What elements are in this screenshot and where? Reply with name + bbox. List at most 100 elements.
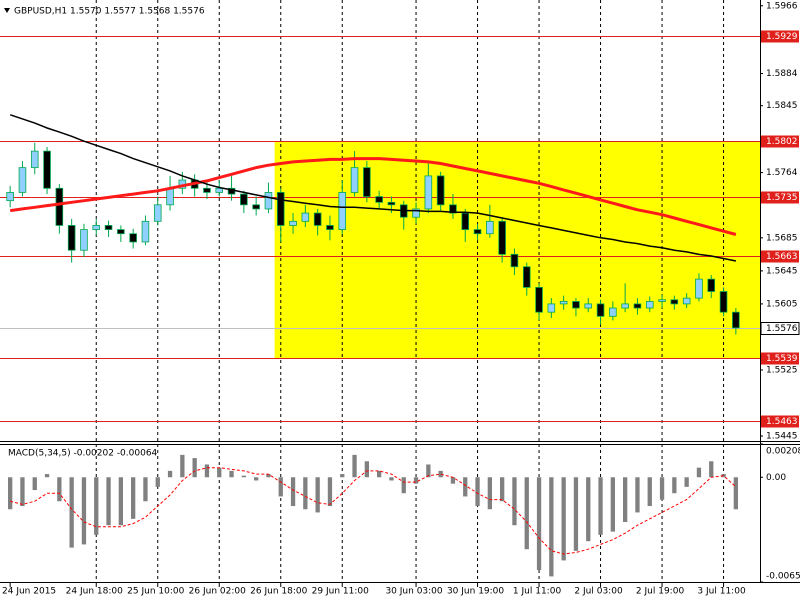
macd-bar <box>426 464 431 478</box>
macd-bar <box>389 477 394 481</box>
candle-body <box>682 297 691 305</box>
candle-body <box>350 167 359 193</box>
candle-body <box>375 196 383 203</box>
macd-bar <box>20 477 25 507</box>
macd-bar <box>635 477 640 513</box>
candle-body <box>166 187 174 206</box>
zone-layer <box>274 141 760 359</box>
macd-bar <box>696 467 702 478</box>
x-tick-label: 25 Jun 10:00 <box>127 587 184 597</box>
macd-bar <box>450 477 456 484</box>
macd-bar <box>143 477 148 502</box>
macd-bar <box>524 477 529 550</box>
macd-bar <box>118 477 124 526</box>
candle-body <box>596 303 605 317</box>
macd-bar <box>229 470 234 478</box>
current-price-bg <box>760 322 800 335</box>
macd-bar <box>659 477 665 500</box>
x-tick-label: 26 Jun 18:00 <box>250 587 307 597</box>
macd-bar <box>94 477 99 535</box>
candle-body <box>424 175 433 210</box>
macd-bar <box>130 477 136 519</box>
candle-body <box>498 220 506 255</box>
candle-body <box>240 193 248 206</box>
y-tick-label: 1.5966 <box>766 1 798 11</box>
y-tick-label: 0.00208 <box>766 447 800 457</box>
x-tick-label: 24 Jun 2015 <box>2 587 56 597</box>
level-label: 1.5929 <box>766 32 798 42</box>
y-tick-label: 1.5884 <box>766 69 798 79</box>
candle-body <box>6 192 14 202</box>
x-tick-label: 29 Jun 11:00 <box>312 587 369 597</box>
candle-body <box>559 301 568 305</box>
candle-body <box>584 303 593 309</box>
macd-bar <box>536 477 542 571</box>
level-label: 1.5463 <box>766 417 798 427</box>
candle-body <box>609 307 617 317</box>
macd-bar <box>622 477 628 523</box>
candle-body <box>732 311 740 329</box>
indicator-title: MACD(5,34,5) -0.00202 -0.00064 <box>8 449 158 459</box>
macd-bar <box>733 477 739 510</box>
level-label: 1.5663 <box>766 252 798 262</box>
candle-body <box>670 299 679 305</box>
candle-body <box>80 229 88 251</box>
candle-body <box>252 204 260 210</box>
candle-body <box>203 187 211 193</box>
macd-bar <box>586 477 591 542</box>
macd-bar <box>167 470 173 478</box>
candle-body <box>363 167 371 197</box>
macd-bar <box>413 477 419 484</box>
macd-bar <box>340 474 345 478</box>
candle-body <box>264 192 273 210</box>
macd-bar <box>7 477 13 510</box>
y-tick-label: 1.5764 <box>766 168 798 178</box>
candle-body <box>129 233 137 243</box>
y-tick-label: 0.00 <box>766 473 786 483</box>
candle-body <box>117 229 125 235</box>
x-tick-label: 30 Jun 19:00 <box>447 587 504 597</box>
highlight-zone <box>274 141 760 359</box>
x-tick-label: 26 Jun 02:00 <box>189 587 246 597</box>
x-tick-label: 1 Jul 11:00 <box>513 587 562 597</box>
macd-bar <box>327 477 333 507</box>
overlay-layer <box>9 114 737 555</box>
candle-body <box>510 253 519 268</box>
candle-body <box>30 150 39 169</box>
macd-bar <box>438 470 443 478</box>
macd-bar <box>217 467 222 478</box>
candle-body <box>449 204 457 214</box>
x-tick-label: 2 Jul 03:00 <box>574 587 623 597</box>
x-tick-label: 2 Jul 19:00 <box>636 587 685 597</box>
candle-body <box>695 278 703 299</box>
macd-bar <box>180 454 185 478</box>
macd-bar <box>352 454 357 478</box>
macd-bar <box>44 474 50 478</box>
macd-bar <box>573 477 579 551</box>
macd-bar <box>549 477 554 577</box>
candle-body <box>338 192 347 230</box>
candle-body <box>387 201 396 206</box>
level-label: 1.5539 <box>766 354 798 364</box>
level-label: 1.5735 <box>766 193 798 203</box>
signal-line <box>10 467 737 555</box>
macd-bar <box>376 470 382 478</box>
macd-bar <box>57 477 62 502</box>
macd-bar <box>266 474 271 478</box>
level-label-bg <box>761 250 799 263</box>
macd-bar <box>364 461 370 478</box>
macd-bar <box>204 464 210 478</box>
macd-bar <box>487 477 493 510</box>
level-label-bg <box>761 30 799 43</box>
candle-body <box>18 167 27 193</box>
candle-body <box>645 301 654 309</box>
candle-body <box>436 175 445 206</box>
y-tick-label: 1.5605 <box>766 299 798 309</box>
level-label-bg <box>761 191 799 204</box>
symbol-icon <box>4 8 10 13</box>
candle-body <box>486 220 494 235</box>
macd-bar <box>69 477 74 548</box>
macd-bar <box>610 477 616 532</box>
level-label-bg <box>761 415 799 428</box>
